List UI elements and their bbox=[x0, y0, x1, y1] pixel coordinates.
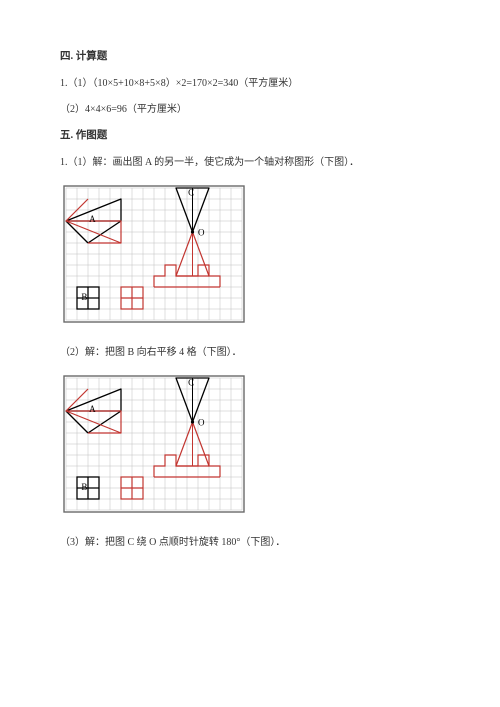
q5-2: （2）解：把图 B 向右平移 4 格（下图）． bbox=[60, 344, 440, 362]
q5-3: （3）解：把图 C 绕 O 点顺时针旋转 180°（下图）． bbox=[60, 534, 440, 552]
svg-text:B: B bbox=[81, 482, 87, 492]
figure-2: A B C O bbox=[60, 372, 440, 516]
svg-text:B: B bbox=[81, 292, 87, 302]
q1-part1: 1.（1）（10×5+10×8+5×8）×2=170×2=340（平方厘米） bbox=[60, 75, 440, 93]
svg-text:A: A bbox=[89, 404, 96, 414]
section-4-title: 四. 计算题 bbox=[60, 48, 440, 67]
section-5-title: 五. 作图题 bbox=[60, 127, 440, 146]
svg-text:C: C bbox=[188, 377, 194, 387]
svg-text:O: O bbox=[198, 417, 205, 427]
q5-1: 1.（1）解：画出图 A 的另一半，使它成为一个轴对称图形（下图）． bbox=[60, 154, 440, 172]
svg-text:C: C bbox=[188, 187, 194, 197]
svg-text:A: A bbox=[89, 214, 96, 224]
q1-part2: （2）4×4×6=96（平方厘米） bbox=[60, 101, 440, 119]
figure-1: A B C O bbox=[60, 182, 440, 326]
svg-text:O: O bbox=[198, 227, 205, 237]
